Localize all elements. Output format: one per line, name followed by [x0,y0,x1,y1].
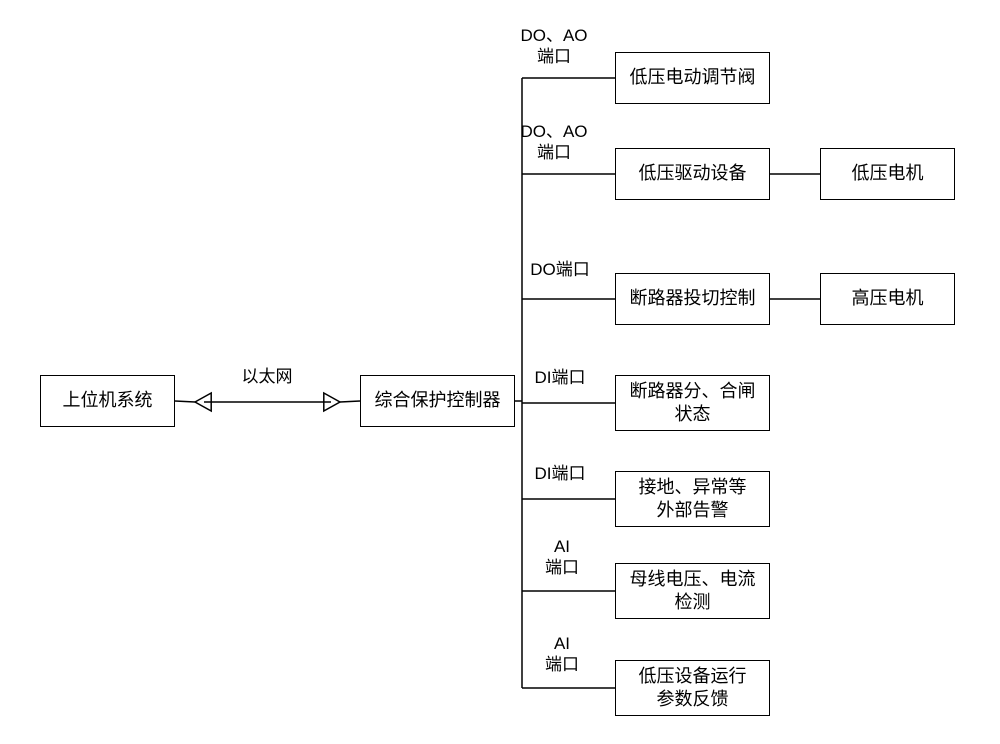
low-voltage-motor-box: 低压电机 [820,148,955,200]
host-system-box: 上位机系统 [40,375,175,427]
port-label-di-1: DI端口 [515,367,605,391]
connection-lines [0,0,1000,744]
feedback-label: 低压设备运行参数反馈 [639,665,747,712]
diagram-canvas: 上位机系统 综合保护控制器 低压电动调节阀 低压驱动设备 低压电机 断路器投切控… [0,0,1000,744]
low-voltage-valve-box: 低压电动调节阀 [615,52,770,104]
breaker-control-box: 断路器投切控制 [615,273,770,325]
port-label-ai-1: AI端口 [527,536,597,578]
port-label-do-ao-2: DO、AO端口 [504,121,604,163]
feedback-box: 低压设备运行参数反馈 [615,660,770,716]
low-voltage-driver-box: 低压驱动设备 [615,148,770,200]
bus-detection-box: 母线电压、电流检测 [615,563,770,619]
bus-detection-label: 母线电压、电流检测 [630,568,756,615]
low-voltage-valve-label: 低压电动调节阀 [630,66,756,89]
breaker-control-label: 断路器投切控制 [630,287,756,310]
low-voltage-motor-label: 低压电机 [852,162,924,185]
ethernet-label: 以太网 [227,366,307,390]
port-label-ai-2: AI端口 [527,633,597,675]
high-voltage-motor-label: 高压电机 [852,287,924,310]
low-voltage-driver-label: 低压驱动设备 [639,162,747,185]
port-label-di-2: DI端口 [515,463,605,487]
host-system-label: 上位机系统 [63,389,153,412]
port-label-do: DO端口 [515,259,605,283]
breaker-status-label: 断路器分、合闸状态 [630,380,756,427]
controller-label: 综合保护控制器 [375,389,501,412]
external-alarm-label: 接地、异常等外部告警 [639,476,747,523]
high-voltage-motor-box: 高压电机 [820,273,955,325]
external-alarm-box: 接地、异常等外部告警 [615,471,770,527]
controller-box: 综合保护控制器 [360,375,515,427]
port-label-do-ao-1: DO、AO端口 [504,25,604,67]
breaker-status-box: 断路器分、合闸状态 [615,375,770,431]
